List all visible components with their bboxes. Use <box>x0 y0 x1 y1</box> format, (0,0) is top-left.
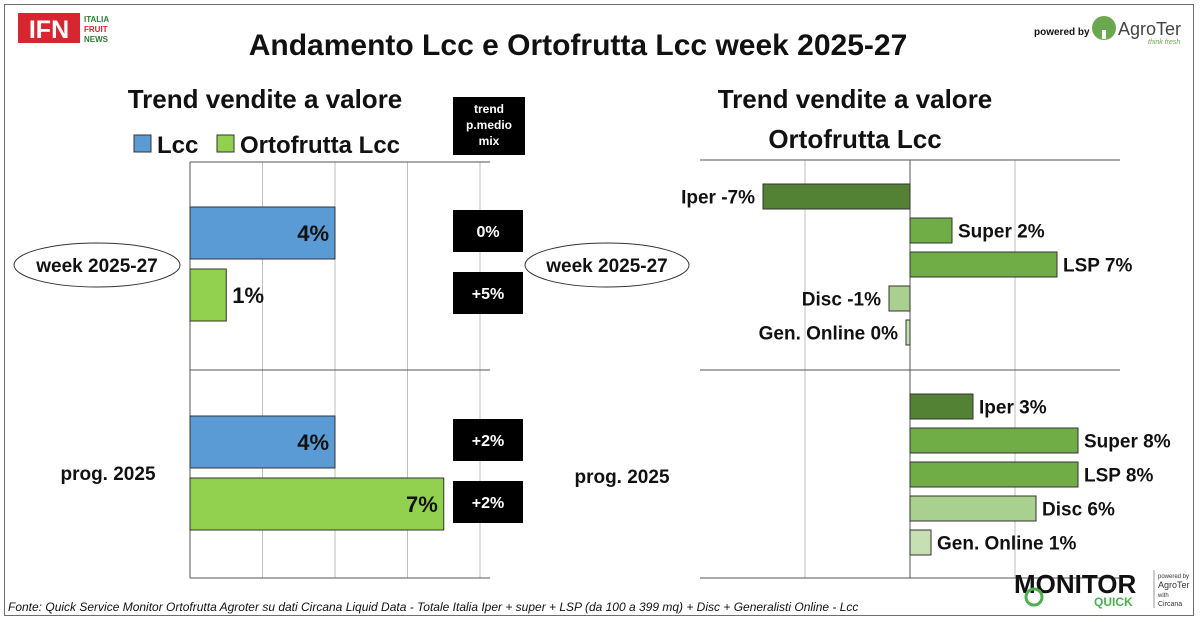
legend-label-ortofrutta: Ortofrutta Lcc <box>240 132 400 159</box>
mix-value-label: +2% <box>472 433 504 450</box>
legend: Lcc Ortofrutta Lcc <box>133 132 400 159</box>
bar <box>762 183 911 210</box>
left-chart: 4% 0% 1% +5% 4% +2% 7% +2% week 2025-27 prog. 202… <box>13 161 523 579</box>
mix-header: trend p.medio mix <box>453 97 525 155</box>
bar-value-label: 1% <box>232 283 264 308</box>
bar-value-label: 7% <box>406 492 438 517</box>
mix-value-box <box>453 210 523 252</box>
mix-value-box <box>453 419 523 461</box>
monitor-credit-4: Circana <box>1158 601 1182 608</box>
bar <box>909 461 1079 488</box>
bar-value-label: Disc 6% <box>1042 500 1115 521</box>
monitor-logo-sub: QUICK <box>1094 595 1133 609</box>
bar-value-label: 4% <box>297 221 329 246</box>
mix-value-label: +5% <box>472 286 504 303</box>
group-label: prog. 2025 <box>60 464 155 485</box>
group-label: prog. 2025 <box>574 467 669 488</box>
bar <box>909 393 974 420</box>
powered-by-text: powered by <box>1034 27 1090 38</box>
bar-value-label: Gen. Online 0% <box>759 324 898 345</box>
bar <box>909 529 932 556</box>
ifn-logo-sub-1: ITALIA <box>84 15 109 24</box>
agroter-logo: powered by AgroTer think fresh <box>1034 16 1181 46</box>
source-note: Fonte: Quick Service Monitor Ortofrutta … <box>8 600 859 614</box>
bar-value-label: Super 8% <box>1084 432 1171 453</box>
ifn-logo-text: IFN <box>29 16 69 44</box>
bar-value-label: 4% <box>297 430 329 455</box>
chart-frame <box>4 4 1194 616</box>
right-panel-title-1: Trend vendite a valore <box>718 84 993 114</box>
bar <box>909 217 953 244</box>
bar <box>909 427 1079 454</box>
group-label: week 2025-27 <box>35 256 158 277</box>
legend-swatch-lcc <box>133 134 152 153</box>
bar-value-label: LSP 8% <box>1084 466 1153 487</box>
bar-value-label: LSP 7% <box>1063 256 1132 277</box>
legend-label-lcc: Lcc <box>157 132 198 159</box>
bar-value-label: Iper 3% <box>979 398 1047 419</box>
tree-icon <box>1092 16 1116 40</box>
group-label: week 2025-27 <box>545 256 668 277</box>
ifn-logo-sub-2: FRUIT <box>84 25 108 34</box>
mix-header-line-2: p.medio <box>466 118 512 132</box>
mix-value-label: 0% <box>476 224 499 241</box>
legend-swatch-ortofrutta <box>216 134 235 153</box>
group-label-ellipse <box>13 242 181 288</box>
ifn-logo: IFN ITALIA FRUIT NEWS <box>18 13 109 44</box>
bar-value-label: Iper -7% <box>681 188 755 209</box>
group-label-ellipse <box>524 242 690 288</box>
monitor-quick-logo: MONITOR QUICK powered by AgroTer with Ci… <box>1014 569 1190 609</box>
mix-header-line-3: mix <box>479 134 500 148</box>
monitor-credit-3: with <box>1157 593 1169 599</box>
bar-value-label: Gen. Online 1% <box>937 534 1076 555</box>
bar <box>909 495 1037 522</box>
right-panel-title-2: Ortofrutta Lcc <box>768 124 941 154</box>
bar-value-label: Super 2% <box>958 222 1045 243</box>
bar-value-label: Disc -1% <box>802 290 881 311</box>
agroter-tagline: think fresh <box>1148 39 1180 46</box>
bar <box>189 415 336 469</box>
bar <box>189 206 336 260</box>
mix-value-box <box>453 481 523 523</box>
ifn-logo-sub-3: NEWS <box>84 35 109 44</box>
mix-value-label: +2% <box>472 495 504 512</box>
left-panel-title: Trend vendite a valore <box>128 84 403 114</box>
bar <box>888 285 911 312</box>
mix-header-line-1: trend <box>474 102 504 116</box>
page-title: Andamento Lcc e Ortofrutta Lcc week 2025… <box>249 29 908 62</box>
bar <box>189 477 445 531</box>
bar <box>189 268 227 322</box>
magnifier-icon <box>1024 587 1044 607</box>
right-chart: Iper -7% Super 2% LSP 7% Disc -1% Gen. Onlin… <box>524 159 1171 579</box>
monitor-credit-1: powered by <box>1158 574 1189 580</box>
monitor-logo-text: MONITOR <box>1014 569 1137 599</box>
monitor-credit-2: AgroTer <box>1158 580 1190 590</box>
mix-value-box <box>453 272 523 314</box>
bar <box>905 319 911 346</box>
bar <box>909 251 1058 278</box>
agroter-text: AgroTer <box>1118 19 1181 39</box>
